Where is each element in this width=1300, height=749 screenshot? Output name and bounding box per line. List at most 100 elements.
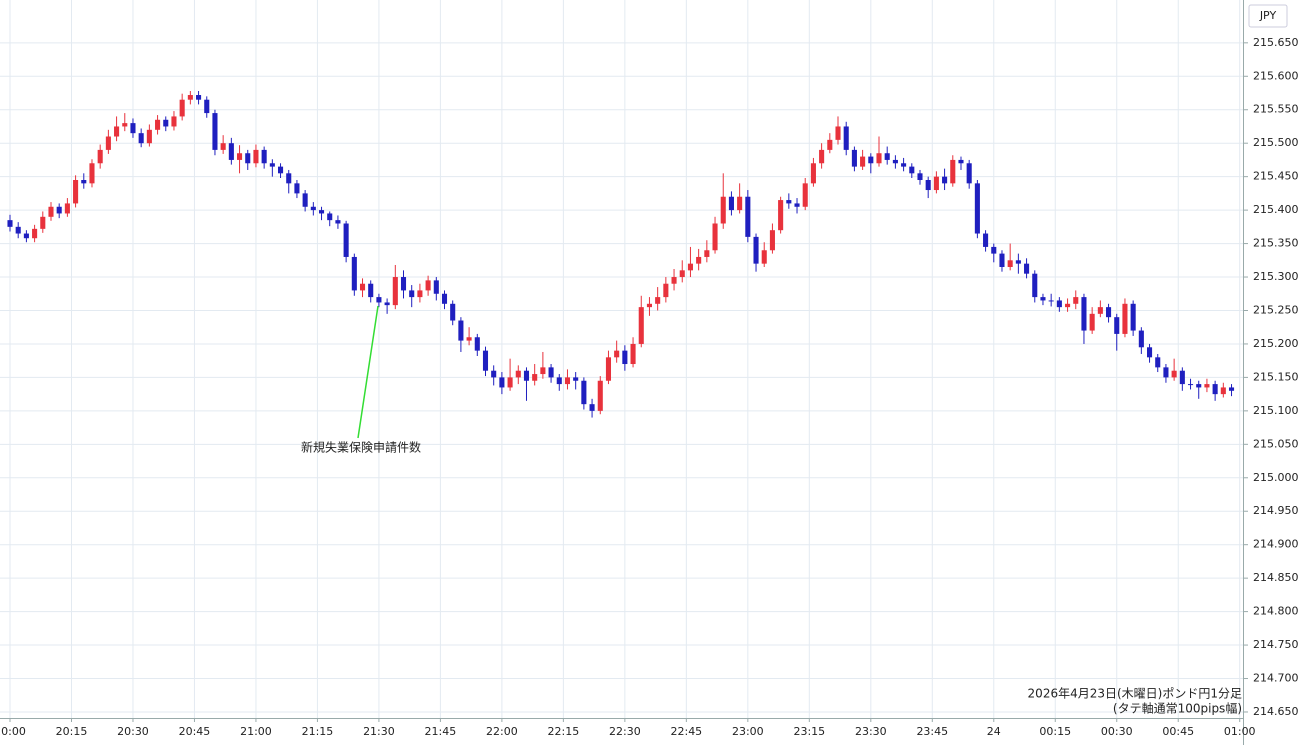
candle-body bbox=[933, 176, 939, 191]
x-tick-label: 01:00 bbox=[1224, 725, 1256, 738]
candle-body bbox=[761, 250, 767, 264]
candle-body bbox=[466, 337, 472, 341]
y-tick-label: 215.550 bbox=[1253, 103, 1299, 116]
x-tick-label: 22:30 bbox=[609, 725, 641, 738]
annotation: 新規失業保険申請件数 bbox=[301, 440, 421, 455]
x-tick-label: 21:30 bbox=[363, 725, 395, 738]
y-tick-label: 215.300 bbox=[1253, 270, 1299, 283]
candle-body bbox=[1196, 384, 1202, 388]
candle-body bbox=[548, 367, 554, 378]
x-tick-label: 23:45 bbox=[916, 725, 948, 738]
candle-body bbox=[786, 200, 792, 204]
candle-body bbox=[991, 246, 997, 254]
candle-body bbox=[1187, 384, 1194, 386]
currency-box bbox=[1248, 4, 1288, 28]
x-tick-label: 00:30 bbox=[1101, 725, 1133, 738]
candle-body bbox=[1081, 297, 1087, 331]
candle-body bbox=[1106, 307, 1112, 318]
candle-body bbox=[1163, 367, 1169, 378]
candle-body bbox=[277, 166, 284, 174]
candle-body bbox=[769, 230, 775, 251]
candle-body bbox=[40, 216, 46, 229]
candle-body bbox=[491, 370, 497, 378]
footnote: (タテ軸通常100pips幅) bbox=[1113, 701, 1242, 716]
candle-body bbox=[253, 149, 259, 164]
candle-body bbox=[630, 343, 636, 365]
candle-body bbox=[663, 283, 669, 298]
candle-body bbox=[261, 149, 267, 164]
candle-body bbox=[7, 220, 13, 227]
candle-body bbox=[1032, 273, 1038, 298]
candle-body bbox=[1065, 303, 1071, 308]
candle-body bbox=[1007, 260, 1013, 267]
candle-body bbox=[1056, 300, 1062, 308]
candle-body bbox=[327, 213, 333, 221]
candle-body bbox=[1138, 330, 1144, 348]
candle-body bbox=[1220, 387, 1226, 395]
candle-body bbox=[163, 119, 169, 127]
candle-body bbox=[573, 377, 579, 381]
candle-body bbox=[474, 337, 480, 351]
candle-body bbox=[400, 277, 407, 291]
candle-body bbox=[417, 290, 423, 298]
candle-body bbox=[302, 193, 308, 207]
candle-body bbox=[15, 226, 21, 234]
candle-body bbox=[835, 126, 841, 140]
candle-body bbox=[696, 256, 702, 264]
candle-body bbox=[1015, 260, 1021, 264]
y-tick-label: 215.150 bbox=[1253, 370, 1299, 383]
x-tick-label: 00:45 bbox=[1162, 725, 1194, 738]
candle-body bbox=[196, 95, 202, 100]
candle-body bbox=[351, 256, 357, 291]
candle-body bbox=[515, 370, 521, 378]
candle-body bbox=[499, 377, 505, 388]
candle-body bbox=[286, 173, 292, 184]
candle-body bbox=[335, 220, 341, 224]
candle-body bbox=[1146, 347, 1153, 358]
candle-body bbox=[1048, 300, 1054, 302]
candle-body bbox=[564, 377, 571, 385]
candle-body bbox=[540, 367, 546, 375]
candle-body bbox=[737, 196, 743, 211]
candle-body bbox=[819, 149, 825, 164]
candle-body bbox=[745, 196, 751, 237]
candle-body bbox=[212, 113, 218, 150]
y-tick-label: 214.850 bbox=[1253, 571, 1299, 584]
candle-body bbox=[884, 153, 890, 160]
candle-body bbox=[359, 283, 366, 291]
y-tick-label: 214.700 bbox=[1253, 672, 1299, 685]
candle-body bbox=[450, 303, 456, 321]
candle-body bbox=[73, 180, 79, 204]
candle-body bbox=[56, 206, 62, 214]
candle-body bbox=[753, 236, 759, 264]
candle-body bbox=[187, 95, 193, 100]
candle-body bbox=[1089, 313, 1095, 331]
candle-body bbox=[589, 404, 595, 411]
candle-body bbox=[827, 139, 833, 150]
candle-body bbox=[228, 143, 234, 160]
y-tick-label: 215.450 bbox=[1253, 170, 1299, 183]
candle-body bbox=[942, 176, 948, 184]
candle-body bbox=[89, 163, 95, 184]
x-tick-label: 23:15 bbox=[793, 725, 825, 738]
candles bbox=[7, 91, 1235, 418]
candle-body bbox=[507, 377, 513, 388]
candle-body bbox=[860, 156, 866, 167]
candle-body bbox=[868, 156, 874, 164]
y-tick-label: 215.050 bbox=[1253, 437, 1299, 450]
candle-body bbox=[1114, 317, 1120, 334]
candle-body bbox=[901, 163, 907, 167]
y-tick-label: 215.600 bbox=[1253, 69, 1299, 82]
candle-body bbox=[958, 159, 964, 164]
candle-body bbox=[720, 196, 726, 224]
candle-body bbox=[32, 228, 38, 239]
y-tick-label: 215.650 bbox=[1253, 36, 1299, 49]
candle-body bbox=[1212, 384, 1218, 395]
candle-body bbox=[155, 119, 161, 130]
candle-body bbox=[843, 126, 849, 150]
candle-body bbox=[122, 123, 128, 127]
candle-body bbox=[1122, 303, 1128, 334]
candle-body bbox=[433, 280, 439, 294]
candle-body bbox=[687, 263, 693, 271]
x-tick-label: 21:15 bbox=[302, 725, 334, 738]
